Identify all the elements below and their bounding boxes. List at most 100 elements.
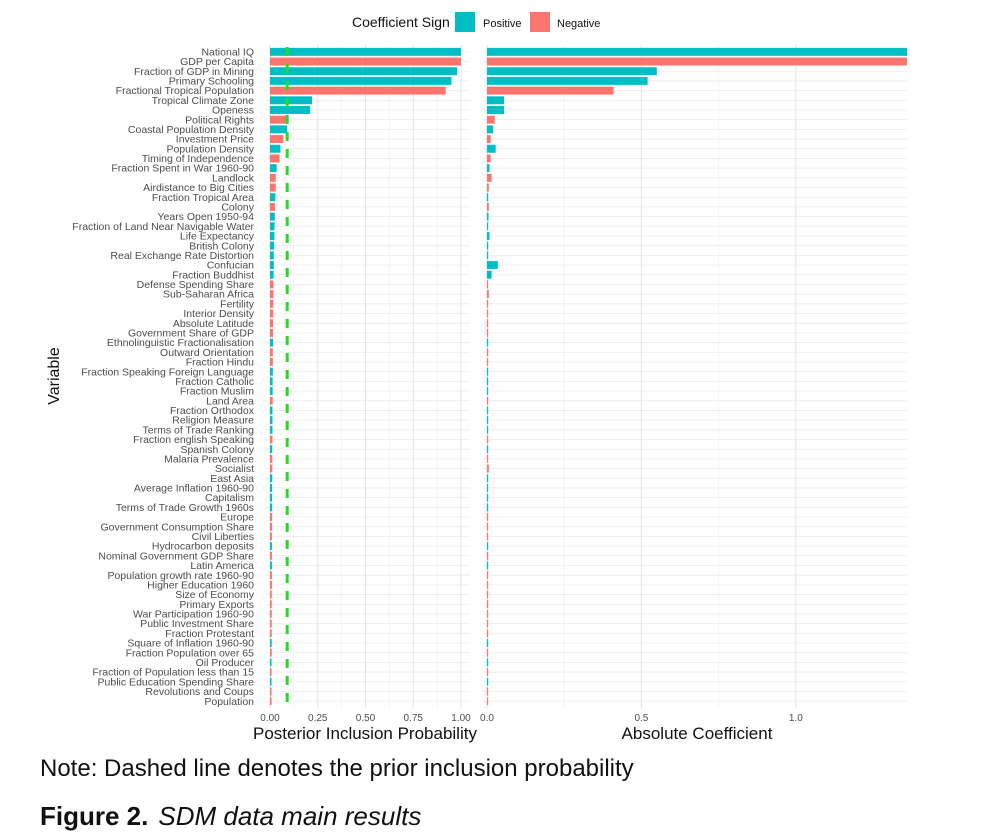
bar-life-expectancy [487,232,490,240]
bar-absolute-latitude [270,319,274,328]
y-tick-label: Investment Price [176,134,254,146]
y-tick-label: Fraction Buddhist [172,269,254,281]
y-tick-label: Life Expectancy [180,231,255,243]
y-tick-label: Landlock [212,172,255,184]
bar-population [487,697,489,706]
bar-fractional-tropical-population [487,86,614,95]
bar-life-expectancy [270,232,275,240]
legend: Coefficient Sign Positive Negative [352,12,600,32]
bar-defense-spending-share [270,280,274,289]
y-tick-label: Hydrocarbon deposits [152,541,254,553]
bar-fraction-speaking-foreign-language [487,367,489,376]
figure-note: Note: Dashed line denotes the prior incl… [40,755,634,782]
y-tick-label: Higher Education 1960 [147,579,254,591]
y-tick-label: Average Inflation 1960-90 [134,483,254,495]
legend-title: Coefficient Sign [352,14,450,30]
bar-interior-density [270,309,274,318]
y-tick-label: Fraction Speaking Foreign Language [81,366,254,378]
bar-defense-spending-share [487,280,489,289]
bar-europe [487,513,489,521]
bar-higher-education-1960 [270,580,272,589]
bar-national-iq [270,47,461,56]
y-tick-label: Population growth rate 1960-90 [107,570,254,582]
bar-fraction-spent-in-war-1960-90 [270,164,277,173]
y-tick-label: Religion Measure [172,415,254,427]
bar-fraction-english-speaking [487,435,489,444]
x-tick-label: 0.25 [308,713,328,724]
figure-number: Figure 2. [40,801,149,831]
bar-fraction-english-speaking [270,435,273,444]
y-tick-label: Civil Liberties [192,531,254,543]
bar-government-share-of-gdp [270,328,274,337]
bar-square-of-inflation-1960-90 [487,639,489,647]
bar-timing-of-independence [487,154,491,163]
bar-malaria-prevalence [270,454,273,463]
y-tick-label: Fertility [220,298,255,310]
bar-fraction-muslim [487,387,489,396]
bar-terms-of-trade-growth-1960s [487,503,489,512]
bar-fraction-muslim [270,387,273,396]
x-tick-label: 1.0 [789,713,803,724]
bar-tropical-climate-zone [487,96,504,105]
bar-size-of-economy [270,590,272,599]
y-tick-label: Fraction Tropical Area [152,192,254,204]
y-tick-label: Fraction of Population less than 15 [92,667,254,679]
bar-real-exchange-rate-distortion [487,251,489,260]
y-tick-label: Political Rights [185,114,254,126]
x-axis-title-pip: Posterior Inclusion Probability [253,724,477,743]
y-tick-label: Fraction of GDP in Mining [134,66,254,78]
bar-capitalism [487,493,489,502]
bar-size-of-economy [487,590,489,599]
bar-british-colony [487,241,489,250]
y-tick-label: Confucian [207,260,254,272]
y-tick-label: Airdistance to Big Cities [143,182,254,194]
bar-fraction-hindu [487,357,489,366]
y-tick-label: Fractional Tropical Population [116,85,254,97]
x-tick-label: 0.00 [260,713,280,724]
bar-sub-saharan-africa [270,290,274,299]
bar-average-inflation-1960-90 [487,483,489,492]
bar-public-investment-share [487,619,489,628]
y-tick-label: Fraction Spent in War 1960-90 [111,163,254,175]
bar-religion-measure [487,416,489,425]
x-tick-label: 0.0 [480,713,494,724]
bar-population-growth-rate-1960-90 [270,571,272,580]
y-tick-label: Square of Inflation 1960-90 [127,638,254,650]
figure-title: SDM data main results [158,801,422,831]
bar-airdistance-to-big-cities [270,183,276,192]
bar-spanish-colony [487,445,489,454]
bar-fraction-catholic [270,377,273,386]
y-tick-label: Ethnolinguistic Fractionalisation [107,337,254,349]
bar-malaria-prevalence [487,454,489,463]
bar-fraction-of-gdp-in-mining [270,67,458,76]
bar-fraction-buddhist [487,270,492,279]
bar-latin-america [270,561,272,570]
y-tick-label: Primary Schooling [169,76,254,88]
bar-confucian [487,261,498,270]
bar-primary-exports [487,600,489,609]
bar-average-inflation-1960-90 [270,483,273,492]
y-tick-label: Fraction Muslim [180,386,254,398]
bar-fraction-spent-in-war-1960-90 [487,164,490,173]
x-tick-label: 0.75 [404,713,424,724]
bar-ethnolinguistic-fractionalisation [487,338,489,347]
bar-fraction-protestant [270,629,272,638]
bar-gdp-per-capita [270,57,461,66]
bar-outward-orientation [487,348,489,357]
bar-fractional-tropical-population [270,86,446,95]
y-tick-label: Revolutions and Coups [145,686,254,698]
bar-public-education-spending-share [487,677,489,686]
y-tick-label: East Asia [210,473,254,485]
bar-real-exchange-rate-distortion [270,251,274,260]
bar-population-density [270,144,281,153]
y-tick-label: Fraction Hindu [186,357,254,369]
panel-inclusion-probability: 0.00 0.25 0.50 0.75 1.00 [260,45,471,724]
bar-national-iq [487,47,907,56]
x-axis-title-coef: Absolute Coefficient [622,724,773,743]
bar-nominal-government-gdp-share [270,551,272,560]
bar-colony [270,202,275,211]
y-tick-label: Nominal Government GDP Share [98,550,254,562]
bar-sub-saharan-africa [487,290,489,299]
bar-population [270,697,272,706]
